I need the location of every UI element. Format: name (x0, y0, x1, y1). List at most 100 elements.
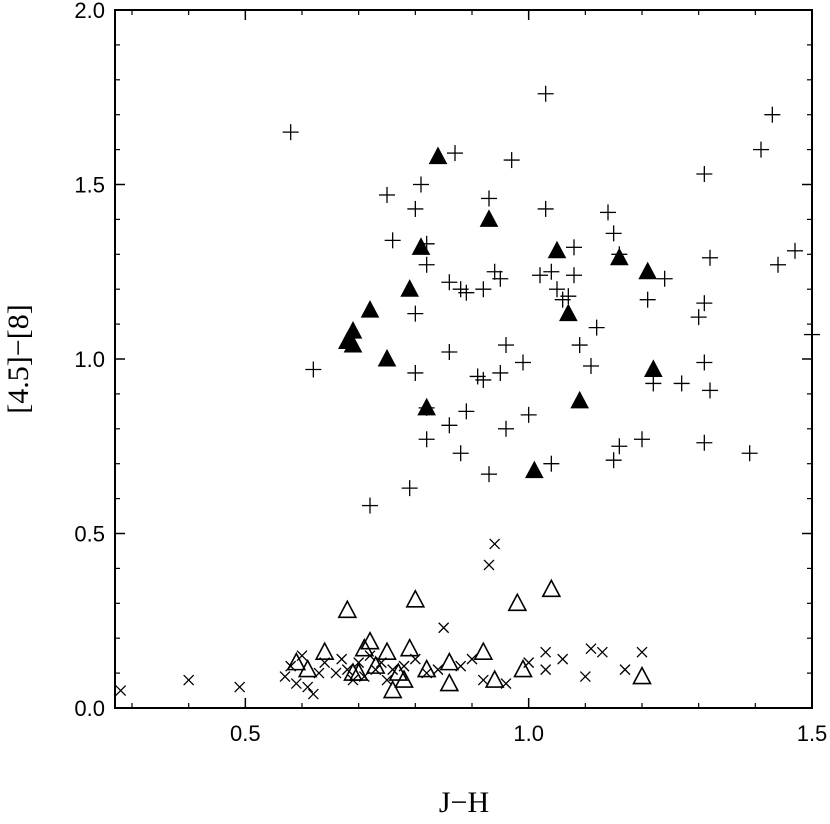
cross-marker (375, 657, 387, 669)
axis-ticks (115, 9, 813, 709)
filled-triangle-marker (377, 348, 397, 367)
cross-marker (353, 657, 365, 669)
plus-marker (639, 291, 656, 308)
plus-marker (532, 267, 548, 284)
cross-marker (636, 646, 648, 658)
plus-marker (690, 309, 707, 326)
cross-marker (347, 674, 359, 686)
plus-marker (753, 141, 769, 158)
plus-marker (537, 200, 554, 217)
cross-marker-b (381, 674, 393, 686)
plus-marker (305, 361, 322, 378)
cross-marker (540, 646, 552, 658)
plus-marker (458, 284, 475, 301)
plus-marker (492, 270, 509, 287)
cross-marker-b (330, 667, 342, 679)
cross-marker-b (585, 643, 597, 655)
cross-marker (500, 678, 512, 690)
plus-marker (764, 106, 781, 123)
cross-marker (540, 664, 552, 676)
plus-marker (379, 186, 395, 203)
cross-marker-b (579, 671, 591, 683)
cross-marker-b (234, 681, 246, 693)
cross-marker (489, 538, 501, 550)
filled-triangle-marker (417, 397, 436, 416)
open-triangle-marker (337, 599, 358, 619)
cross-marker-b (636, 646, 648, 658)
cross-marker-b (279, 671, 291, 683)
y-tick-label: 0.0 (74, 696, 105, 721)
plus-marker (543, 263, 560, 280)
plus-marker (520, 406, 537, 423)
plus-marker (515, 354, 531, 371)
plus-marker (741, 445, 758, 462)
cross-marker-b (438, 622, 450, 634)
plus-marker (645, 375, 662, 392)
plus-marker (656, 270, 673, 287)
cross-marker-b (296, 650, 308, 662)
open-triangle-marker (541, 578, 562, 598)
open-triangle-marker (360, 630, 380, 650)
filled-triangle-marker (428, 146, 448, 165)
plus-marker (611, 438, 628, 455)
plus-marker (549, 281, 565, 298)
open-triangle-marker (399, 637, 420, 657)
cross-marker (523, 657, 535, 669)
cross-marker-b (557, 653, 569, 665)
y-tick-label: 0.5 (74, 522, 105, 547)
cross-marker (296, 650, 308, 662)
plus-marker (362, 497, 378, 514)
plus-marker (492, 364, 509, 381)
plus-marker (498, 337, 514, 354)
cross-marker-b (483, 559, 495, 571)
data-markers (115, 85, 820, 700)
cross-marker (290, 678, 302, 690)
plus-marker (503, 152, 520, 169)
plus-marker (804, 326, 820, 343)
plus-marker (696, 354, 713, 371)
plus-marker (583, 357, 599, 374)
filled-triangle-marker (343, 334, 363, 353)
plus-marker (770, 256, 786, 273)
filled-triangle-marker (638, 261, 657, 280)
cross-marker (438, 622, 450, 634)
open-triangle-marker (354, 637, 375, 657)
cross-marker-b (115, 685, 127, 697)
filled-triangle-marker (570, 390, 589, 409)
cross-marker (483, 559, 495, 571)
x-tick-label: 0.5 (230, 721, 261, 746)
filled-triangle-marker (400, 279, 419, 297)
plus-marker (787, 242, 803, 259)
cross-marker-b (540, 646, 552, 658)
open-triangle-marker (439, 672, 460, 692)
plus-marker (418, 431, 435, 448)
y-tick-label: 2.0 (74, 0, 105, 23)
plus-marker (452, 445, 469, 462)
plus-marker (407, 200, 424, 217)
cross-marker (183, 674, 195, 686)
cross-marker-b (307, 688, 319, 700)
cross-marker-b (540, 664, 552, 676)
cross-marker-b (364, 650, 376, 662)
cross-marker-b (596, 646, 608, 658)
plus-marker (401, 480, 418, 497)
cross-marker-b (358, 671, 370, 683)
cross-marker (330, 667, 342, 679)
cross-marker (364, 650, 376, 662)
cross-marker (557, 653, 569, 665)
plus-marker (702, 249, 718, 266)
plus-marker (384, 232, 401, 249)
plus-marker (418, 256, 435, 273)
cross-marker-b (313, 667, 325, 679)
filled-triangle-marker (360, 300, 380, 318)
open-triangle-marker (377, 641, 397, 660)
open-triangle-marker (405, 589, 426, 608)
cross-marker-b (409, 653, 421, 665)
cross-marker (619, 664, 631, 676)
plus-marker (441, 417, 458, 434)
plus-marker (605, 452, 622, 469)
cross-marker-b (302, 681, 314, 693)
cross-marker-b (370, 664, 382, 676)
cross-marker (381, 674, 393, 686)
